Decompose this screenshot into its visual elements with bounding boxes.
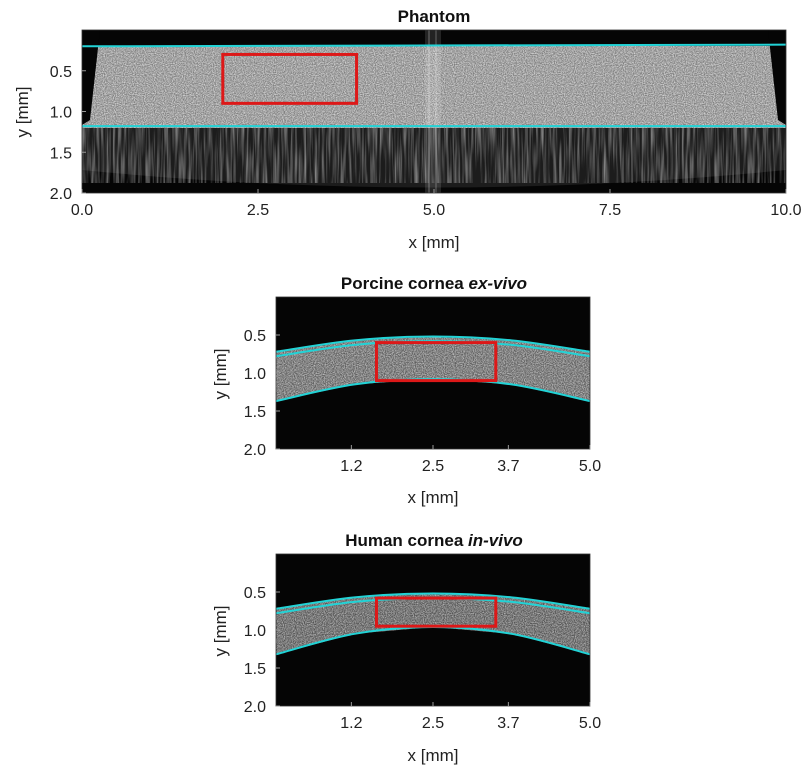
axis-ticks: 0.0 2.5 5.0 7.5 10.0 0.5 1.0 1.5 2.0 [50,29,802,219]
y-tick-label: 1.5 [50,145,72,162]
oct-image [276,297,590,449]
x-tick-label: 2.5 [422,715,444,732]
boundary-lines [81,43,787,128]
panel-human: Human cornea in-vivo 1.2 2.5 3.7 5.00.51.01… [211,531,601,765]
y-tick-label: 1.5 [244,404,266,421]
y-tick-label: 2.0 [244,699,266,716]
x-axis-label: x [mm] [408,488,459,507]
title-main: Porcine cornea [341,274,464,293]
axis-ticks: 1.2 2.5 3.7 5.0 0.5 1.0 1.5 2.0 [244,553,601,732]
x-tick-label: 2.5 [247,202,269,219]
y-tick-label: 1.0 [244,366,266,383]
x-tick-label: 1.2 [340,715,362,732]
boundary-line-0 [81,43,787,48]
y-tick-label: 2.0 [50,186,72,203]
panel-title: Porcine cornea ex-vivo [341,274,527,293]
x-tick-label: 3.7 [497,715,519,732]
panel-title: Phantom [398,7,471,26]
panel-porcine: Porcine cornea ex-vivo 1.2 2.5 3.7 5.00.51.… [211,274,601,507]
x-axis-label: x [mm] [409,233,460,252]
y-axis-label: y [mm] [211,606,230,657]
y-tick-label: 2.0 [244,442,266,459]
oct-image [82,30,786,193]
x-tick-label: 10.0 [770,202,801,219]
y-tick-label: 1.0 [50,105,72,122]
title-italic: ex-vivo [468,274,527,293]
y-tick-label: 1.5 [244,661,266,678]
roi-rectangle [221,52,359,105]
axis-ticks: 1.2 2.5 3.7 5.0 0.5 1.0 1.5 2.0 [244,296,601,475]
x-tick-label: 2.5 [422,458,444,475]
y-tick-label: 1.0 [244,623,266,640]
y-tick-label: 0.5 [244,328,266,345]
x-tick-label: 1.2 [340,458,362,475]
boundary-line-0 [275,335,591,353]
x-tick-label: 7.5 [599,202,621,219]
boundary-line-0 [275,592,591,610]
y-axis-label: y [mm] [211,349,230,400]
x-tick-label: 0.0 [71,202,93,219]
x-tick-label: 5.0 [579,715,601,732]
panel-phantom: Phantom 0.0 2.5 5.0 7.5 10.0 0.5 1.0 1.5 2.0 x [… [13,7,802,252]
x-tick-label: 3.7 [497,458,519,475]
y-tick-label: 0.5 [50,64,72,81]
panel-title: Human cornea in-vivo [345,531,523,550]
boundary-lines [275,335,591,403]
boundary-line-2 [275,378,591,403]
title-italic: in-vivo [468,531,523,550]
roi-rectangle [374,341,498,383]
x-tick-label: 5.0 [423,202,445,219]
y-axis-label: y [mm] [13,87,32,138]
boundary-line-1 [275,340,591,358]
x-axis-label: x [mm] [408,746,459,765]
oct-image [276,554,590,706]
y-tick-label: 0.5 [244,585,266,602]
title-main: Human cornea [345,531,464,550]
x-tick-label: 5.0 [579,458,601,475]
roi-rectangle [374,596,498,628]
